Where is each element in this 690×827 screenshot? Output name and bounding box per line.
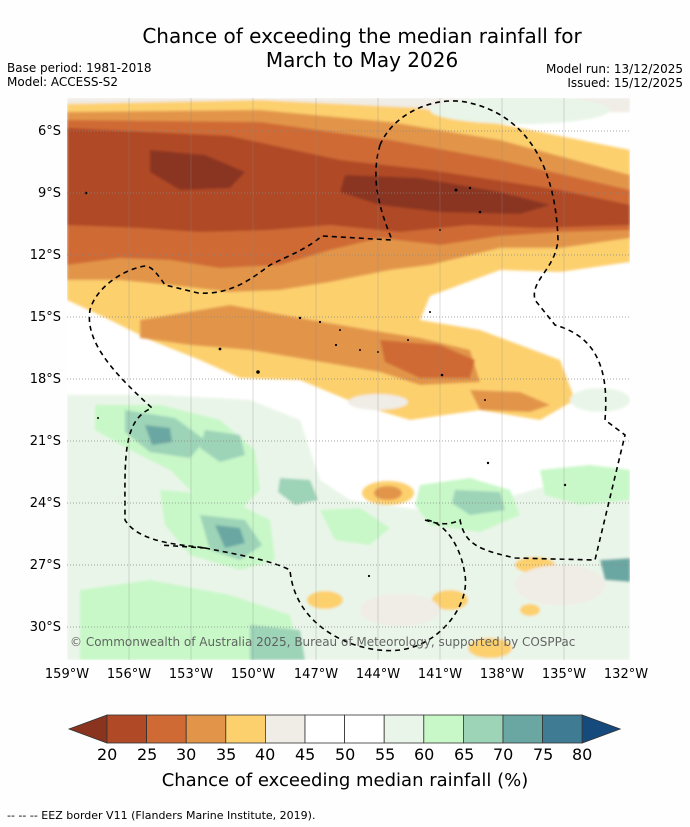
contour-70-south-a [145, 425, 172, 445]
colorbar [67, 714, 622, 744]
lon-label-144w: 144°W [356, 667, 400, 682]
lon-label-150w: 150°W [231, 667, 275, 682]
colorbar-segment [423, 714, 464, 744]
contour-45-patch-c [360, 594, 440, 626]
contour-55-patch-north [430, 98, 610, 124]
cbar-tick-30: 30 [176, 745, 197, 764]
cbar-tick-65: 65 [454, 745, 475, 764]
lat-label-15s: 15°S [30, 310, 61, 325]
lat-axis-labels: 6°S 9°S 12°S 15°S 18°S 21°S 24°S 27°S 30… [30, 124, 61, 635]
contour-65-south-d [278, 478, 318, 505]
contour-40-patch-f [520, 604, 540, 616]
title-line-2: March to May 2026 [265, 48, 459, 72]
contour-65-south-e [250, 625, 305, 660]
cbar-tick-80: 80 [572, 745, 593, 764]
contour-60-south-f [540, 465, 630, 505]
lon-label-147w: 147°W [294, 667, 338, 682]
meta-left: Base period: 1981-2018 Model: ACCESS-S2 [7, 61, 152, 89]
cbar-tick-20: 20 [97, 745, 118, 764]
cbar-tick-25: 25 [137, 745, 158, 764]
islands [84, 186, 567, 578]
lat-label-9s: 9°S [38, 186, 61, 201]
map-title: Chance of exceeding the median rainfall … [0, 24, 690, 72]
colorbar-segment [383, 714, 425, 744]
lon-label-141w: 141°W [418, 667, 462, 682]
contour-40-patch-c [432, 590, 468, 610]
cbar-tick-45: 45 [295, 745, 316, 764]
colorbar-segment [185, 714, 227, 744]
contour-45-patch-b [515, 565, 605, 605]
contour-20-patch-b [340, 175, 550, 214]
colorbar-segment [225, 714, 266, 744]
cbar-tick-70: 70 [493, 745, 514, 764]
lon-label-132w: 132°W [604, 667, 648, 682]
lon-label-156w: 156°W [107, 667, 151, 682]
contour-60-south-e [80, 580, 300, 660]
contour-35-east [470, 390, 550, 412]
colorbar-segment [344, 714, 385, 744]
eez-border-line-a [88, 144, 394, 549]
lat-label-6s: 6°S [38, 124, 61, 139]
lat-label-21s: 21°S [30, 434, 61, 449]
contour-70-south-c [600, 558, 630, 582]
eez-border-line-c [159, 544, 206, 549]
lat-label-27s: 27°S [30, 558, 61, 573]
title-line-1: Chance of exceeding the median rainfall … [142, 24, 582, 48]
issued-date: Issued: 15/12/2025 [567, 76, 683, 90]
eez-border-line-b [204, 519, 467, 652]
contour-65-south-f [200, 430, 245, 462]
colorbar-extend-high [581, 714, 622, 744]
base-period: Base period: 1981-2018 [7, 61, 152, 75]
lat-label-18s: 18°S [30, 372, 61, 387]
cbar-tick-50: 50 [335, 745, 356, 764]
cbar-tick-35: 35 [216, 745, 237, 764]
colorbar-segment [542, 714, 583, 744]
lat-gridlines [67, 130, 630, 628]
cbar-tick-40: 40 [255, 745, 276, 764]
colorbar-segment [264, 714, 306, 744]
lon-label-159w: 159°W [45, 667, 89, 682]
contour-55-patch-east [570, 388, 630, 412]
contour-35-patch-a [374, 486, 402, 500]
contour-70-south-b [215, 525, 245, 548]
cbar-tick-60: 60 [414, 745, 435, 764]
copyright-notice: © Commonwealth of Australia 2025, Bureau… [70, 635, 575, 649]
lon-axis-labels: 159°W 156°W 153°W 150°W 147°W 144°W 141°… [45, 667, 648, 682]
colorbar-segment [106, 714, 147, 744]
lat-label-30s: 30°S [30, 620, 61, 635]
colorbar-segment [502, 714, 543, 744]
contour-40-patch-d [468, 638, 512, 658]
contour-30-central [380, 340, 475, 378]
lat-label-12s: 12°S [30, 248, 61, 263]
meta-right: Model run: 13/12/2025 Issued: 15/12/2025 [546, 62, 683, 90]
colorbar-segment [146, 714, 187, 744]
contour-65-south-c [452, 490, 505, 515]
lon-label-135w: 135°W [542, 667, 586, 682]
lat-label-24s: 24°S [30, 496, 61, 511]
contour-60-south-d [320, 508, 390, 545]
lon-label-153w: 153°W [169, 667, 213, 682]
model-run: Model run: 13/12/2025 [545, 62, 683, 76]
cbar-tick-55: 55 [375, 745, 396, 764]
model-name: Model: ACCESS-S2 [7, 75, 119, 89]
eez-borders [88, 100, 626, 652]
contour-20-patch-a [150, 150, 245, 190]
colorbar-segment [304, 714, 345, 744]
colorbar-extend-low [67, 714, 108, 744]
lon-gridlines [128, 98, 565, 660]
eez-footnote: -- -- -- EEZ border V11 (Flanders Marine… [7, 809, 316, 822]
colorbar-segment [462, 714, 504, 744]
contour-40-patch-b [307, 591, 343, 609]
lon-label-138w: 138°W [480, 667, 524, 682]
rainfall-probability-field: © Commonwealth of Australia 2025, Bureau… [67, 98, 630, 660]
colorbar-title: Chance of exceeding median rainfall (%) [161, 770, 529, 791]
cbar-tick-75: 75 [533, 745, 554, 764]
